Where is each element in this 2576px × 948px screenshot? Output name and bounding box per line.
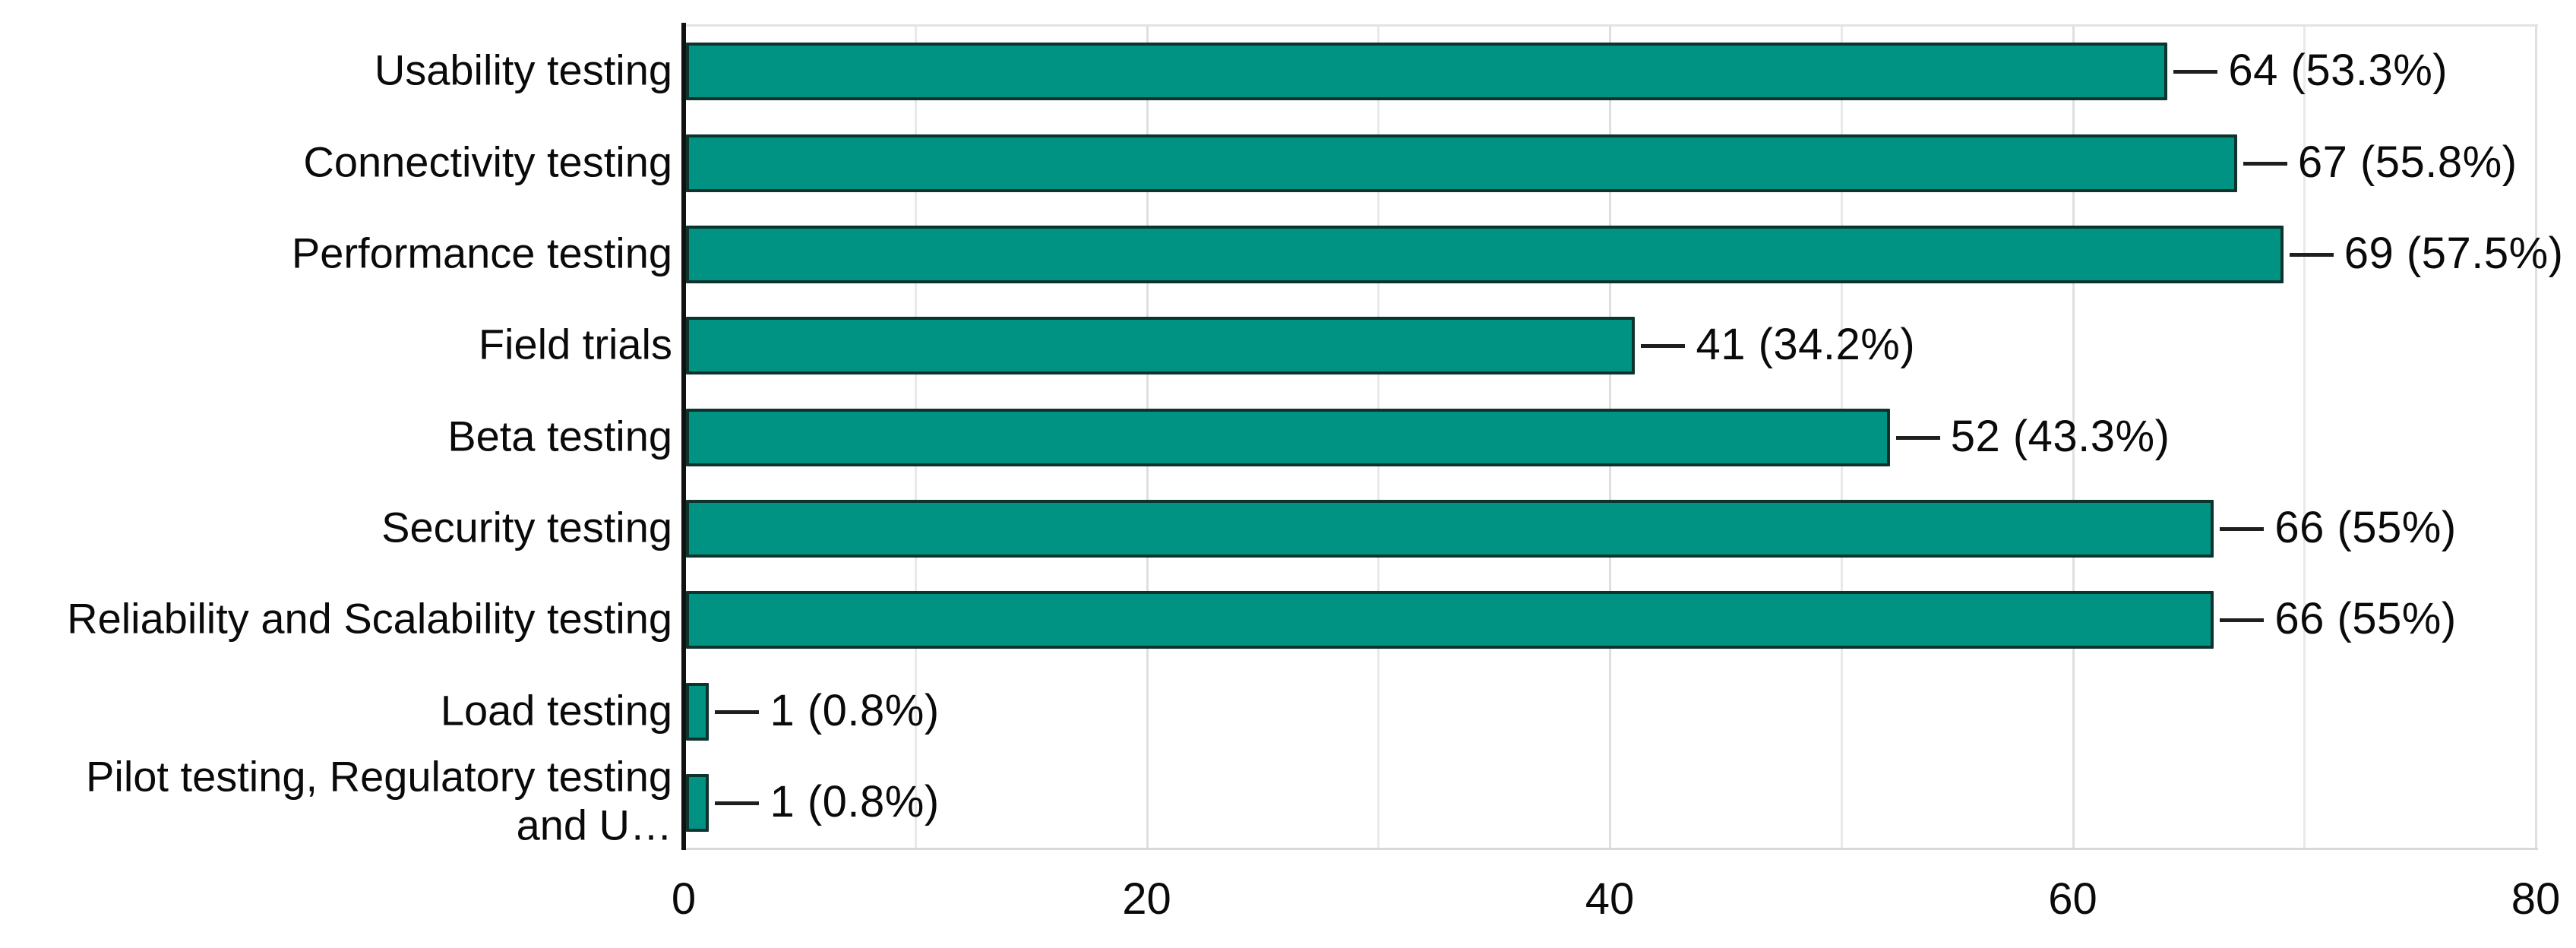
category-label: Beta testing [0,412,672,460]
bar-value-label: 69 (57.5%) [2344,228,2564,278]
bar [686,499,2214,558]
plot-border-bottom [684,848,2538,850]
bar [686,773,710,832]
bar-value-label: 41 (34.2%) [1696,320,1916,370]
value-callout-line [2220,526,2265,531]
category-label: Load testing [0,686,672,735]
bar-value-label: 64 (53.3%) [2228,46,2448,96]
category-label-line: Reliability and Scalability testing [67,594,672,643]
bar [686,317,1636,375]
category-label-line: Field trials [478,320,672,368]
plot-border-top [684,24,2538,27]
bar-value-label: 1 (0.8%) [770,685,940,735]
gridline [2535,26,2537,848]
x-tick-label: 40 [1585,874,1635,924]
category-label: Connectivity testing [0,137,672,186]
bar [686,134,2237,192]
bar-value-label: 66 (55%) [2274,594,2457,644]
bar-value-label: 67 (55.8%) [2297,137,2518,187]
bar [686,408,1890,466]
category-label-line: Usability testing [374,46,672,94]
value-callout-line [2220,618,2265,623]
gridline [2072,26,2075,848]
category-label-line: Security testing [381,503,672,551]
value-callout-line [1641,344,1686,349]
category-label-line: Connectivity testing [303,137,672,186]
value-callout-line [1895,435,1940,440]
bar-value-label: 1 (0.8%) [770,776,940,826]
category-label: Pilot testing, Regulatory testing and U… [0,752,672,849]
value-callout-line [2243,161,2287,166]
x-tick-label: 20 [1122,874,1171,924]
bar [686,43,2168,101]
value-callout-line [715,801,760,805]
x-tick-label: 80 [2511,874,2561,924]
x-tick-label: 60 [2048,874,2097,924]
category-label: Security testing [0,504,672,552]
category-label-line: Load testing [440,686,672,735]
bar [686,225,2284,283]
bar-value-label: 52 (43.3%) [1950,411,2170,461]
category-label-line: Beta testing [447,412,672,460]
value-callout-line [2173,70,2218,74]
category-label: Usability testing [0,46,672,95]
y-axis-line [681,23,686,850]
value-callout-line [2289,252,2334,257]
category-label-line: Performance testing [291,229,672,277]
category-label: Field trials [0,321,672,369]
category-label: Reliability and Scalability testing [0,595,672,643]
bar [686,682,710,741]
gridline [2303,26,2306,848]
bar [686,591,2214,649]
x-tick-label: 0 [671,874,697,924]
category-label-line: and U… [516,801,672,849]
category-label: Performance testing [0,229,672,278]
bar-value-label: 66 (55%) [2274,502,2457,552]
value-callout-line [715,709,760,714]
category-label-line: Pilot testing, Regulatory testing [86,752,672,801]
